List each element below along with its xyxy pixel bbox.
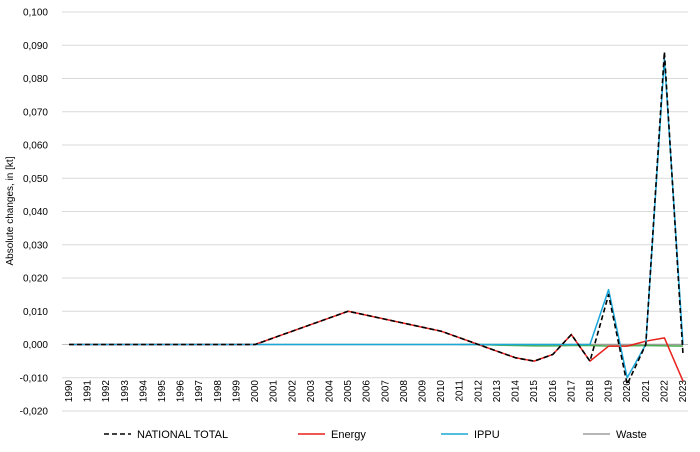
legend-label: NATIONAL TOTAL [137,429,228,441]
x-axis-ticks: 1990 1991 1992 1993 1994 1995 1996 1997 1998 1999… [64,380,689,403]
series-line [69,57,684,379]
x-tick-label: 1990 [64,380,75,403]
x-tick-label: 2012 [473,380,484,403]
x-tick-label: 2016 [548,380,559,403]
x-tick-label: 1993 [120,380,131,403]
x-tick-label: 2010 [436,380,447,403]
y-tick-label: 0,060 [23,141,48,152]
x-tick-label: 1999 [231,380,242,403]
x-tick-label: 2011 [455,380,466,402]
x-tick-label: 1991 [83,380,94,403]
y-tick-label: 0,000 [23,340,48,351]
y-tick-label: 0,080 [23,74,48,85]
series-line [69,51,684,386]
x-tick-label: 1992 [101,380,112,403]
y-tick-label: 0,040 [23,207,48,218]
x-tick-label: 1994 [138,380,149,403]
x-tick-label: 2008 [399,380,410,403]
x-tick-label: 2002 [287,380,298,403]
series-lines [69,51,684,386]
x-tick-label: 2014 [511,380,522,403]
y-tick-label: -0,020 [20,407,49,418]
x-tick-label: 2006 [362,380,373,403]
y-tick-label: 0,050 [23,174,48,185]
y-tick-label: -0,010 [20,373,49,384]
x-tick-label: 2009 [418,380,429,403]
x-tick-label: 2023 [678,380,689,403]
y-tick-label: 0,010 [23,307,48,318]
y-tick-label: 0,030 [23,240,48,251]
y-tick-label: 0,090 [23,41,48,52]
x-tick-label: 2018 [585,380,596,403]
x-tick-label: 2021 [641,380,652,403]
x-tick-label: 1995 [157,380,168,403]
x-tick-label: 2015 [529,380,540,403]
y-tick-label: 0,070 [23,107,48,118]
x-tick-label: 2020 [622,380,633,403]
x-tick-label: 1996 [176,380,187,403]
legend-label: Energy [331,429,366,441]
x-tick-label: 2017 [566,380,577,403]
x-tick-label: 2001 [269,380,280,403]
x-tick-label: 2007 [380,380,391,403]
y-axis-title: Absolute changes, in [kt] [5,156,16,265]
x-tick-label: 2019 [604,380,615,403]
legend-label: Waste [616,429,647,441]
legend: NATIONAL TOTAL Energy IPPU Waste [104,429,647,441]
x-tick-label: 2013 [492,380,503,403]
x-tick-label: 2022 [659,380,670,403]
y-axis-ticks: -0,020 -0,010 0,000 0,010 0,020 0,030 0,040 0,0… [20,8,49,418]
legend-label: IPPU [474,429,500,441]
x-tick-label: 2003 [306,380,317,403]
x-tick-label: 2004 [324,380,335,403]
x-tick-label: 2000 [250,380,261,403]
y-tick-label: 0,100 [23,8,48,19]
x-tick-label: 1998 [213,380,224,403]
x-tick-label: 1997 [194,380,205,403]
y-tick-label: 0,020 [23,274,48,285]
x-tick-label: 2005 [343,380,354,403]
